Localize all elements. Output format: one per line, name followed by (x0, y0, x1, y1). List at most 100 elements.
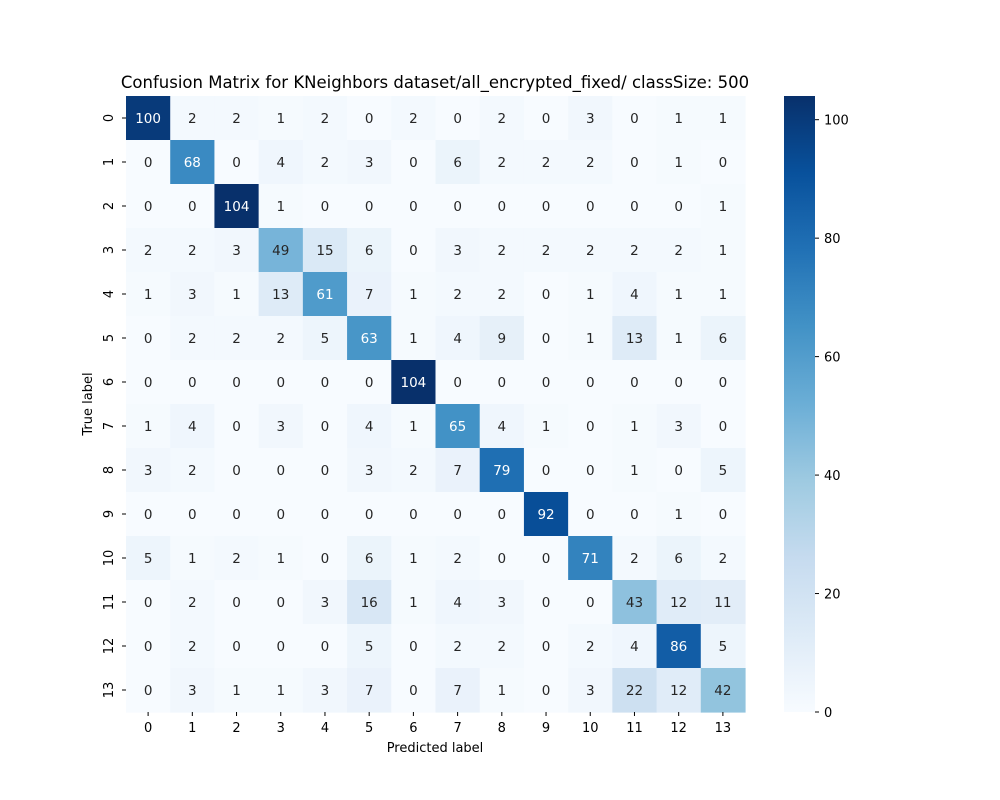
heatmap-cell (170, 316, 216, 361)
cell-value-label: 104 (400, 375, 426, 391)
cell-value-label: 0 (719, 419, 728, 435)
heatmap-cell (479, 360, 525, 405)
heatmap-cell (391, 668, 437, 713)
cell-value-label: 0 (232, 639, 241, 655)
cell-value-label: 0 (498, 199, 507, 215)
heatmap-cell (302, 140, 348, 185)
heatmap-cell (568, 360, 613, 405)
heatmap-cell (214, 624, 260, 669)
cell-value-label: 0 (321, 551, 330, 567)
cell-value-label: 104 (224, 199, 250, 215)
heatmap-cell (656, 624, 702, 669)
x-tick-label: 4 (321, 721, 329, 736)
heatmap-cell (391, 536, 437, 581)
heatmap-cell (523, 404, 569, 449)
x-tick-label: 10 (582, 721, 599, 736)
heatmap-cell (170, 360, 216, 405)
cell-value-label: 0 (674, 463, 683, 479)
heatmap-cell (214, 272, 260, 317)
heatmap-cell (700, 404, 746, 449)
heatmap-cell (126, 184, 171, 229)
heatmap-cell (214, 536, 260, 581)
heatmap-cell (612, 272, 658, 317)
heatmap-cell (479, 492, 525, 537)
heatmap-cell (568, 272, 613, 317)
cell-value-label: 22 (626, 683, 643, 699)
heatmap-cell (347, 228, 392, 273)
heatmap-cell (214, 140, 260, 185)
heatmap-cell (258, 580, 304, 625)
heatmap-cell-labels: 100 2 2 1 2 0 2 0 2 0 3 0 1 10 68 0 4 2 3 0 6 2 2 2 0 1 00 0 104 1 0 0 0… (135, 111, 731, 699)
heatmap-cell (347, 184, 392, 229)
heatmap-cell (391, 624, 437, 669)
heatmap-cell (302, 668, 348, 713)
heatmap-cell (612, 668, 658, 713)
heatmap-cell (612, 140, 658, 185)
cell-value-label: 2 (188, 243, 197, 259)
heatmap-cell (612, 404, 658, 449)
cell-value-label: 5 (144, 551, 153, 567)
heatmap-cell (523, 316, 569, 361)
cell-value-label: 4 (630, 287, 639, 303)
heatmap-cell (435, 580, 481, 625)
heatmap-cell (347, 668, 392, 713)
cell-value-label: 1 (586, 331, 595, 347)
cell-value-label: 0 (321, 419, 330, 435)
cell-value-label: 2 (630, 243, 639, 259)
heatmap-cell (656, 316, 702, 361)
cell-value-label: 2 (498, 243, 507, 259)
cell-value-label: 0 (719, 375, 728, 391)
cell-value-label: 1 (674, 507, 683, 523)
heatmap-cell (126, 668, 171, 713)
heatmap-cell (700, 316, 746, 361)
cell-value-label: 0 (144, 331, 153, 347)
cell-value-label: 0 (321, 375, 330, 391)
cell-value-label: 1 (409, 287, 418, 303)
heatmap-cell (435, 404, 481, 449)
colorbar: 0 20 40 60 80 100 (784, 96, 849, 721)
heatmap-cell (170, 228, 216, 273)
x-tick-label: 0 (144, 721, 152, 736)
cell-value-label: 43 (626, 595, 643, 611)
heatmap-cell (347, 360, 392, 405)
cell-value-label: 0 (586, 199, 595, 215)
cell-value-label: 2 (586, 639, 595, 655)
cell-value-label: 0 (630, 111, 639, 127)
x-tick-label: 9 (542, 721, 550, 736)
y-tick-label: 4 (102, 290, 117, 298)
heatmap-cell (302, 184, 348, 229)
cell-value-label: 0 (674, 375, 683, 391)
heatmap-cell (523, 140, 569, 185)
heatmap-cell (479, 536, 525, 581)
cell-value-label: 0 (276, 375, 285, 391)
heatmap-cell (700, 448, 746, 493)
cell-value-label: 0 (188, 507, 197, 523)
cell-value-label: 79 (493, 463, 510, 479)
cell-value-label: 63 (361, 331, 378, 347)
cell-value-label: 0 (498, 551, 507, 567)
heatmap-cell (612, 228, 658, 273)
heatmap-cell (656, 448, 702, 493)
cell-value-label: 1 (674, 331, 683, 347)
cell-value-label: 5 (719, 463, 728, 479)
heatmap-cell (700, 272, 746, 317)
heatmap-cell (170, 580, 216, 625)
heatmap-cell (214, 404, 260, 449)
cell-value-label: 1 (409, 551, 418, 567)
cell-value-label: 1 (276, 111, 285, 127)
cell-value-label: 0 (542, 683, 551, 699)
heatmap-cell (347, 580, 392, 625)
x-tick-label: 3 (277, 721, 285, 736)
cell-value-label: 3 (188, 683, 197, 699)
heatmap-cell (656, 96, 702, 141)
cell-value-label: 1 (719, 199, 728, 215)
heatmap-cell (302, 360, 348, 405)
heatmap-cell (126, 272, 171, 317)
heatmap-cell (302, 492, 348, 537)
cell-value-label: 0 (365, 111, 374, 127)
cell-value-label: 3 (365, 463, 374, 479)
heatmap-cell (126, 492, 171, 537)
heatmap-cell (523, 448, 569, 493)
cell-value-label: 5 (365, 639, 374, 655)
